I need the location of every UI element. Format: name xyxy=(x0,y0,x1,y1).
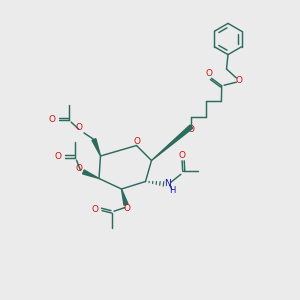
Polygon shape xyxy=(82,170,99,178)
Text: O: O xyxy=(48,115,56,124)
Text: N: N xyxy=(164,179,171,188)
Text: O: O xyxy=(123,204,130,213)
Text: O: O xyxy=(55,152,62,161)
Polygon shape xyxy=(92,139,100,156)
Text: H: H xyxy=(169,186,175,195)
Polygon shape xyxy=(152,125,193,160)
Text: O: O xyxy=(236,76,243,85)
Text: O: O xyxy=(188,125,195,134)
Text: O: O xyxy=(76,164,83,173)
Text: O: O xyxy=(205,69,212,78)
Text: O: O xyxy=(91,205,98,214)
Text: O: O xyxy=(76,123,83,132)
Polygon shape xyxy=(122,189,128,205)
Text: O: O xyxy=(178,151,185,160)
Text: O: O xyxy=(134,137,141,146)
